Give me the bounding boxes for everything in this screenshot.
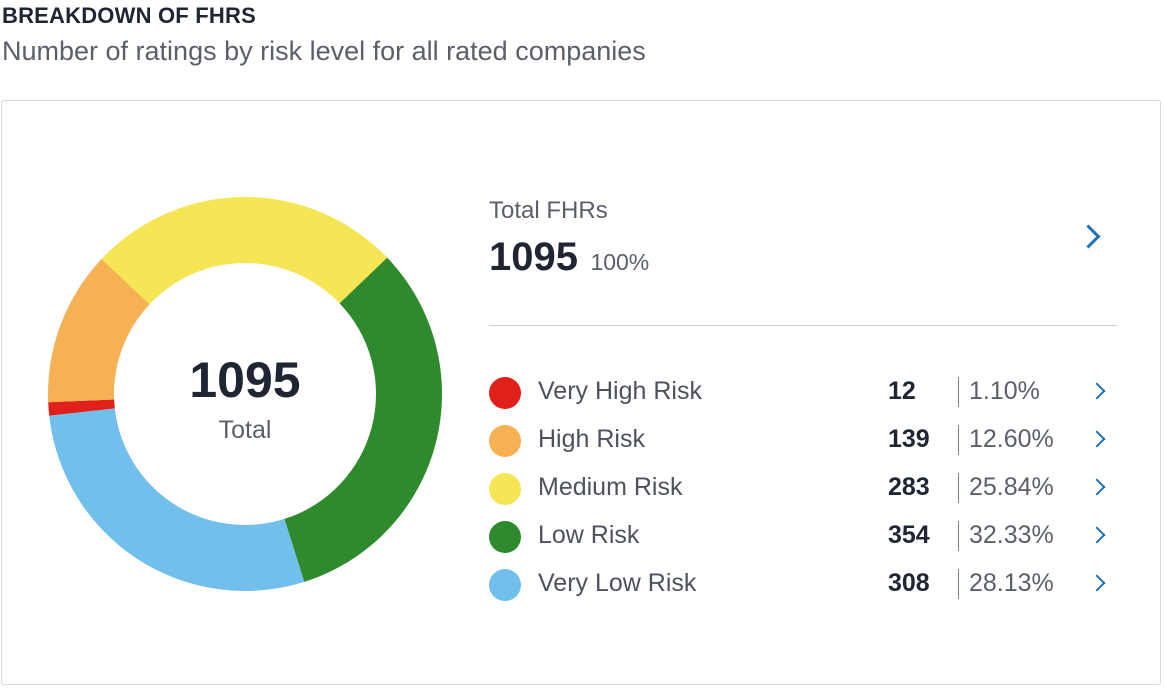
legend-label: Very Low Risk bbox=[538, 569, 697, 597]
separator bbox=[958, 569, 959, 599]
legend-item-medium-risk[interactable]: Medium Risk 283 25.84% bbox=[489, 469, 1119, 509]
total-fhrs-label: Total FHRs bbox=[489, 197, 608, 224]
donut-center-label: Total bbox=[218, 416, 272, 444]
legend-item-very-high-risk[interactable]: Very High Risk 12 1.10% bbox=[489, 373, 1119, 413]
legend-dot-icon bbox=[489, 521, 521, 553]
legend-label: High Risk bbox=[538, 425, 645, 453]
legend-count: 308 bbox=[888, 569, 930, 597]
separator bbox=[958, 521, 959, 551]
donut-chart bbox=[48, 197, 443, 591]
legend-count: 139 bbox=[888, 425, 930, 453]
chevron-right-icon[interactable] bbox=[1088, 478, 1106, 496]
separator bbox=[958, 377, 959, 407]
legend-percent: 1.10% bbox=[969, 377, 1040, 405]
legend-percent: 25.84% bbox=[969, 473, 1054, 501]
chevron-right-icon[interactable] bbox=[1088, 382, 1106, 400]
legend-item-low-risk[interactable]: Low Risk 354 32.33% bbox=[489, 517, 1119, 557]
total-fhrs-row: 1095 100% bbox=[489, 235, 649, 280]
chevron-right-icon[interactable] bbox=[1088, 430, 1106, 448]
legend-dot-icon bbox=[489, 569, 521, 601]
fhrs-breakdown-card: 1095 Total Total FHRs 1095 100% Very Hig… bbox=[1, 100, 1161, 685]
total-fhrs-value: 1095 bbox=[489, 235, 578, 279]
donut-slice-medium-risk[interactable] bbox=[101, 197, 388, 305]
donut-slice-low-risk[interactable] bbox=[284, 257, 443, 582]
legend-percent: 32.33% bbox=[969, 521, 1054, 549]
legend-count: 12 bbox=[888, 377, 916, 405]
legend-dot-icon bbox=[489, 425, 521, 457]
divider bbox=[489, 325, 1117, 326]
page-subtitle: Number of ratings by risk level for all … bbox=[2, 36, 646, 66]
donut-slice-very-low-risk[interactable] bbox=[49, 408, 305, 591]
separator bbox=[958, 473, 959, 503]
legend-percent: 12.60% bbox=[969, 425, 1054, 453]
legend-label: Very High Risk bbox=[538, 377, 702, 405]
donut-slice-very-high-risk[interactable] bbox=[48, 399, 115, 416]
legend-count: 283 bbox=[888, 473, 930, 501]
chevron-right-icon[interactable] bbox=[1088, 574, 1106, 592]
legend-label: Medium Risk bbox=[538, 473, 683, 501]
page-title: BREAKDOWN OF FHRS bbox=[2, 3, 256, 28]
legend-percent: 28.13% bbox=[969, 569, 1054, 597]
legend-item-high-risk[interactable]: High Risk 139 12.60% bbox=[489, 421, 1119, 461]
legend-label: Low Risk bbox=[538, 521, 640, 549]
legend-count: 354 bbox=[888, 521, 930, 549]
total-fhrs-percent: 100% bbox=[590, 249, 650, 275]
legend-item-very-low-risk[interactable]: Very Low Risk 308 28.13% bbox=[489, 565, 1119, 605]
legend-dot-icon bbox=[489, 377, 521, 409]
legend-dot-icon bbox=[489, 473, 521, 505]
donut-slice-high-risk[interactable] bbox=[48, 259, 150, 403]
chevron-right-icon[interactable] bbox=[1088, 526, 1106, 544]
separator bbox=[958, 425, 959, 455]
donut-center-value: 1095 bbox=[189, 352, 301, 408]
chevron-right-icon[interactable] bbox=[1076, 224, 1101, 249]
